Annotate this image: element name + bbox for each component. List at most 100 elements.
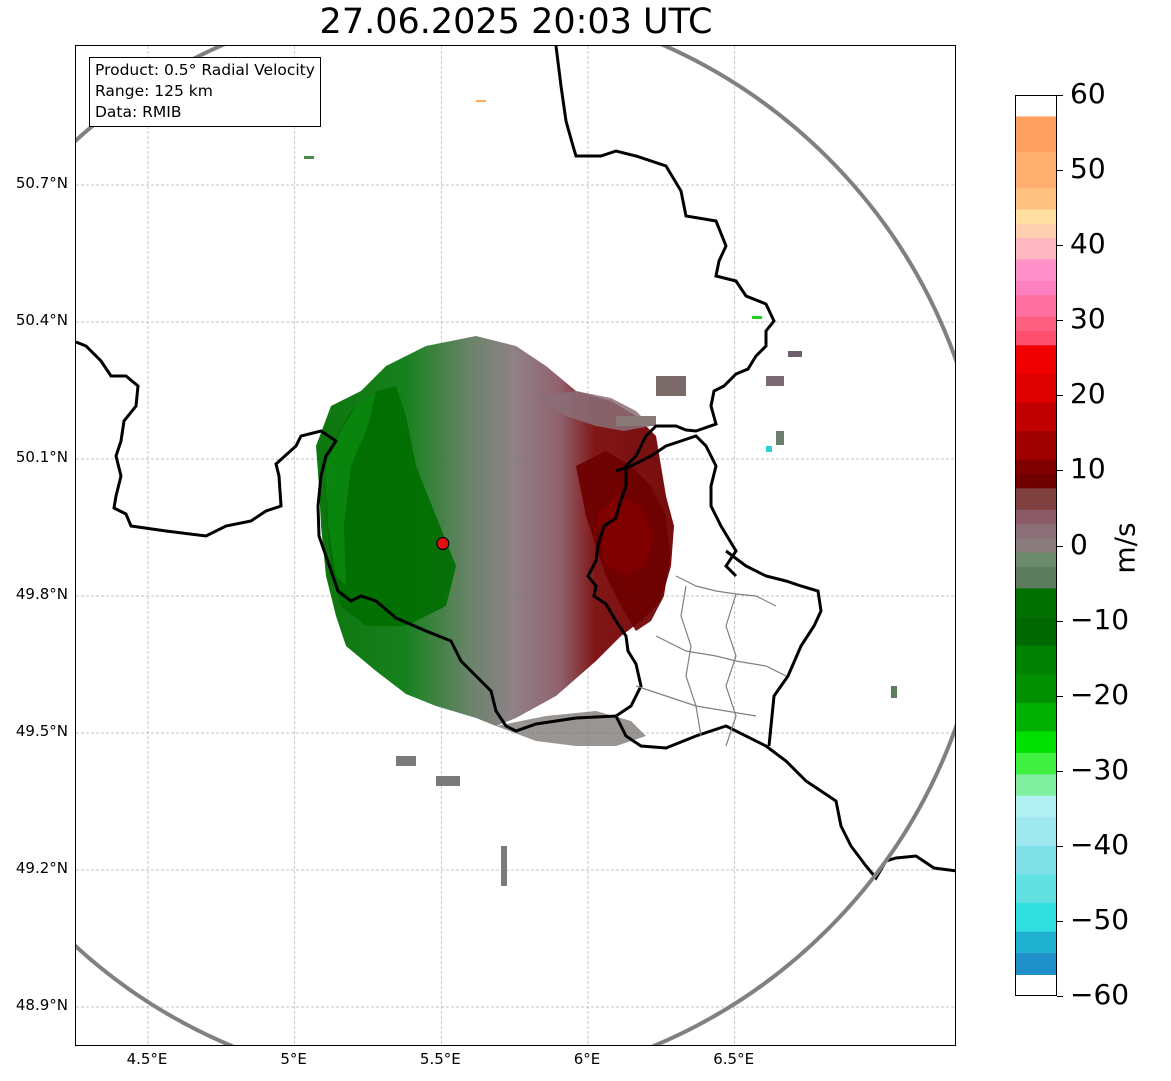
velocity-echo-inbound-edge — [326, 392, 376, 586]
colorbar-swatch — [1016, 774, 1056, 797]
colorbar-tick-label: 50 — [1070, 152, 1106, 186]
colorbar-swatch — [1016, 953, 1056, 976]
lon-tick-label: 6.5°E — [713, 1050, 755, 1068]
lat-tick-label: 49.5°N — [15, 722, 68, 740]
colorbar-tick — [1057, 770, 1063, 772]
info-data-source: Data: RMIB — [95, 103, 182, 121]
colorbar-swatch — [1016, 588, 1056, 618]
map-title: 27.06.2025 20:03 UTC — [319, 2, 713, 42]
lat-tick-label: 49.8°N — [15, 585, 68, 603]
colorbar-swatch — [1016, 238, 1056, 260]
info-range: Range: 125 km — [95, 82, 213, 100]
colorbar-tick-label: −10 — [1070, 602, 1130, 636]
colorbar-swatch — [1016, 524, 1056, 539]
colorbar-tick — [1057, 996, 1063, 997]
echo-speck — [476, 100, 486, 102]
velocity-echoes — [304, 100, 897, 886]
colorbar-swatch — [1016, 459, 1056, 475]
colorbar-tick-label: −20 — [1070, 677, 1130, 711]
lon-tick-label: 4.5°E — [126, 1050, 168, 1068]
colorbar-swatch — [1016, 674, 1056, 704]
colorbar-swatch — [1016, 187, 1056, 210]
echo-speck — [304, 156, 314, 159]
echo-speck — [396, 756, 416, 766]
echo-speck — [616, 416, 656, 426]
luxembourg-north-border — [615, 434, 738, 578]
colorbar-tick-label: −50 — [1070, 902, 1130, 936]
colorbar-swatch — [1016, 566, 1056, 589]
radar-site-marker[interactable] — [436, 536, 450, 551]
echo-speck — [501, 846, 507, 886]
colorbar-tick-label: 20 — [1070, 377, 1106, 411]
echo-speck — [656, 376, 686, 396]
colorbar-tick — [1057, 695, 1063, 697]
colorbar-tick — [1057, 545, 1063, 547]
colorbar-tick — [1057, 470, 1063, 472]
colorbar-swatch — [1016, 874, 1056, 904]
colorbar-tick — [1057, 395, 1063, 397]
colorbar-swatch — [1016, 931, 1056, 954]
colorbar-tick-label: −40 — [1070, 827, 1130, 861]
colorbar-swatch — [1016, 402, 1056, 432]
lat-tick-label: 50.7°N — [15, 174, 68, 192]
colorbar-swatch — [1016, 295, 1056, 318]
colorbar-swatch — [1016, 345, 1056, 375]
colorbar-swatch — [1016, 431, 1056, 461]
colorbar-swatch — [1016, 209, 1056, 225]
colorbar-tick-label: −30 — [1070, 752, 1130, 786]
velocity-echo-south-patch — [496, 711, 646, 746]
lat-tick-label: 48.9°N — [15, 996, 68, 1014]
colorbar-swatch — [1016, 116, 1056, 153]
colorbar-tick-label: 40 — [1070, 227, 1106, 261]
colorbar-swatch — [1016, 617, 1056, 647]
echo-speck — [766, 446, 772, 452]
lat-tick-label: 49.2°N — [15, 859, 68, 877]
colorbar-swatch — [1016, 223, 1056, 239]
echo-speck — [788, 351, 802, 357]
colorbar-tick-label: 60 — [1070, 77, 1106, 110]
lon-tick-label: 5°E — [280, 1050, 307, 1068]
echo-speck — [436, 776, 460, 786]
colorbar-swatch — [1016, 259, 1056, 282]
colorbar-tick-label: −60 — [1070, 978, 1130, 1011]
info-product: Product: 0.5° Radial Velocity — [95, 61, 315, 79]
colorbar-swatch — [1016, 817, 1056, 847]
velocity-colorbar — [1015, 95, 1057, 996]
colorbar-tick — [1057, 845, 1063, 847]
colorbar-swatch — [1016, 903, 1056, 933]
colorbar-swatch — [1016, 280, 1056, 296]
radar-map[interactable] — [75, 45, 956, 1046]
colorbar-tick — [1057, 245, 1063, 247]
colorbar-tick-label: 0 — [1070, 527, 1088, 561]
colorbar-tick — [1057, 95, 1063, 96]
colorbar-swatch — [1016, 731, 1056, 754]
colorbar-unit-label: m/s — [1108, 522, 1142, 574]
colorbar-swatch — [1016, 488, 1056, 511]
lat-tick-label: 50.1°N — [15, 448, 68, 466]
country-border-west — [76, 340, 955, 881]
colorbar-swatch — [1016, 373, 1056, 403]
colorbar-swatch — [1016, 509, 1056, 525]
product-info-box: Product: 0.5° Radial Velocity Range: 125… — [89, 57, 321, 127]
borders — [76, 46, 955, 881]
velocity-echo-outbound-halo — [596, 496, 654, 576]
lat-tick-label: 50.4°N — [15, 311, 68, 329]
country-border-north — [554, 46, 776, 718]
colorbar-swatch — [1016, 645, 1056, 675]
echo-speck — [891, 686, 897, 698]
colorbar-swatch — [1016, 795, 1056, 818]
echo-speck — [776, 431, 784, 445]
colorbar-swatch — [1016, 552, 1056, 568]
lon-tick-label: 6°E — [573, 1050, 601, 1068]
echo-speck — [766, 376, 784, 386]
colorbar-swatch — [1016, 330, 1056, 346]
radar-map-canvas — [76, 46, 955, 1045]
colorbar-swatch — [1016, 702, 1056, 732]
colorbar-swatch — [1016, 538, 1056, 554]
colorbar-swatch — [1016, 752, 1056, 775]
colorbar-swatch — [1016, 473, 1056, 489]
district-borders — [635, 575, 787, 747]
colorbar-swatch — [1016, 316, 1056, 332]
colorbar-swatch — [1016, 845, 1056, 875]
colorbar-tick-label: 10 — [1070, 452, 1106, 486]
